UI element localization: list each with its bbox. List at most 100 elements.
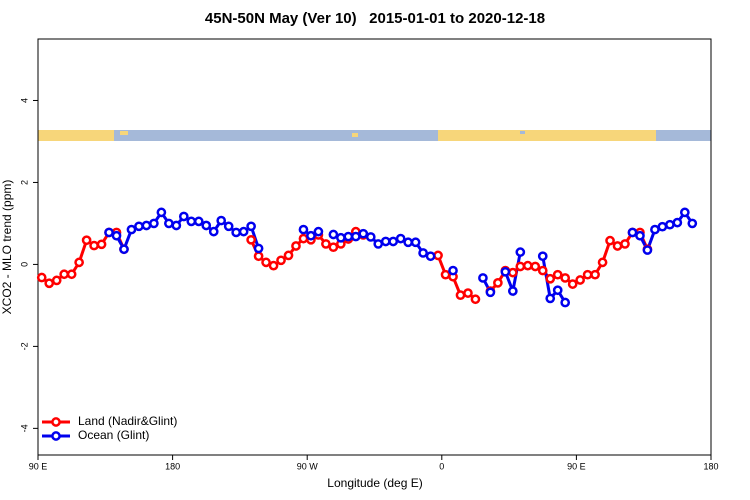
data-point bbox=[545, 293, 556, 304]
data-point bbox=[298, 224, 309, 235]
data-point bbox=[679, 207, 690, 218]
data-point bbox=[635, 230, 645, 241]
data-point bbox=[388, 236, 399, 247]
data-point bbox=[246, 221, 256, 232]
data-point bbox=[268, 260, 279, 271]
data-point bbox=[433, 250, 443, 261]
data-point bbox=[171, 220, 182, 231]
data-point bbox=[672, 217, 683, 228]
data-point bbox=[298, 233, 309, 244]
data-point bbox=[119, 244, 129, 255]
data-point bbox=[657, 221, 668, 232]
data-point bbox=[552, 285, 563, 296]
data-point bbox=[642, 245, 653, 255]
data-point bbox=[418, 248, 428, 258]
data-point bbox=[81, 235, 92, 246]
legend-label: Ocean (Glint) bbox=[78, 428, 149, 442]
y-tick-label: 4 bbox=[19, 98, 29, 103]
data-point bbox=[515, 261, 526, 272]
data-point bbox=[328, 242, 339, 253]
data-point bbox=[313, 226, 324, 237]
legend-marker bbox=[51, 417, 61, 427]
data-point bbox=[522, 260, 533, 271]
data-point bbox=[493, 278, 503, 288]
data-point bbox=[59, 269, 70, 280]
plot-frame bbox=[37, 38, 712, 456]
data-point bbox=[530, 261, 541, 272]
data-point bbox=[164, 218, 174, 229]
data-point bbox=[500, 266, 511, 277]
data-point bbox=[485, 287, 496, 298]
data-point bbox=[515, 247, 526, 257]
data-point bbox=[51, 275, 62, 286]
data-point bbox=[620, 239, 630, 249]
x-axis-title: Longitude (deg E) bbox=[327, 476, 422, 490]
land-strip bbox=[438, 130, 656, 141]
data-point bbox=[567, 279, 578, 289]
data-point bbox=[231, 227, 242, 238]
data-point bbox=[612, 241, 623, 251]
data-point bbox=[440, 269, 451, 280]
data-point bbox=[89, 240, 99, 251]
data-point bbox=[463, 288, 473, 298]
ocean-strip bbox=[38, 130, 711, 141]
x-tick-label: 0 bbox=[439, 461, 444, 471]
data-point bbox=[380, 236, 391, 247]
data-point bbox=[74, 257, 84, 268]
data-point bbox=[126, 224, 137, 235]
data-point bbox=[358, 228, 369, 239]
data-point bbox=[223, 221, 234, 232]
data-point bbox=[605, 235, 615, 246]
data-point bbox=[545, 273, 556, 284]
land-strip bbox=[120, 131, 128, 135]
legend-marker bbox=[51, 431, 61, 441]
data-point bbox=[336, 232, 346, 243]
data-point bbox=[373, 239, 384, 249]
data-point bbox=[66, 269, 77, 280]
data-point bbox=[156, 207, 167, 218]
data-point bbox=[650, 224, 660, 235]
data-point bbox=[687, 218, 698, 229]
data-point bbox=[343, 231, 354, 242]
data-point bbox=[455, 290, 466, 301]
data-point bbox=[403, 237, 413, 248]
y-tick-label: -2 bbox=[19, 342, 29, 350]
map-strip bbox=[38, 130, 711, 141]
chart-title: 45N-50N May (Ver 10) 2015-01-01 to 2020-… bbox=[205, 10, 545, 27]
data-point bbox=[575, 275, 585, 285]
data-point bbox=[306, 230, 316, 241]
data-point bbox=[478, 273, 488, 283]
data-point bbox=[186, 216, 197, 227]
y-tick-label: 0 bbox=[19, 262, 29, 267]
x-tick-label: 180 bbox=[703, 461, 718, 471]
data-point bbox=[582, 269, 593, 280]
data-point bbox=[193, 216, 204, 227]
data-point bbox=[590, 269, 600, 280]
x-tick-label: 90 E bbox=[29, 461, 48, 471]
data-point bbox=[448, 265, 458, 276]
data-point bbox=[283, 250, 294, 261]
data-point bbox=[507, 286, 518, 296]
data-point bbox=[111, 230, 122, 241]
x-tick-label: 180 bbox=[165, 461, 180, 471]
y-tick-label: 2 bbox=[19, 180, 29, 185]
data-point bbox=[104, 227, 114, 238]
data-point bbox=[560, 297, 571, 308]
data-point bbox=[507, 267, 518, 278]
data-point bbox=[410, 237, 421, 248]
data-point bbox=[470, 294, 481, 305]
data-point bbox=[321, 239, 331, 249]
data-point bbox=[261, 257, 271, 268]
data-point bbox=[291, 241, 301, 251]
data-point bbox=[253, 251, 264, 262]
data-point bbox=[141, 220, 152, 231]
data-point bbox=[425, 251, 436, 262]
data-point bbox=[44, 278, 55, 289]
data-point bbox=[134, 221, 144, 232]
data-point bbox=[216, 215, 227, 226]
land-strip bbox=[352, 133, 358, 137]
data-point bbox=[246, 234, 256, 245]
y-tick-label: -4 bbox=[19, 424, 29, 432]
